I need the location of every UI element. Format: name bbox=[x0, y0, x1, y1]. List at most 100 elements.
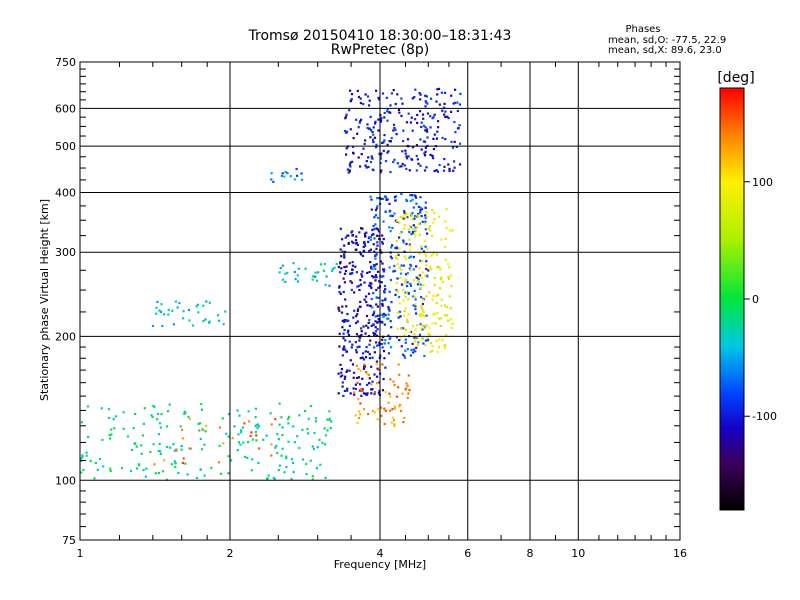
data-point bbox=[356, 309, 359, 313]
data-point bbox=[420, 296, 423, 299]
data-point bbox=[375, 363, 378, 366]
data-point bbox=[344, 375, 347, 378]
data-point bbox=[348, 170, 351, 173]
data-point bbox=[407, 297, 410, 301]
data-point bbox=[396, 327, 399, 330]
data-point bbox=[376, 241, 379, 244]
data-point bbox=[352, 316, 355, 319]
data-point bbox=[346, 234, 349, 237]
data-point bbox=[450, 140, 453, 143]
data-point bbox=[344, 339, 347, 342]
data-point bbox=[418, 252, 421, 255]
data-point bbox=[449, 307, 452, 310]
data-point bbox=[388, 210, 391, 213]
data-point bbox=[375, 146, 378, 149]
data-point bbox=[383, 342, 386, 345]
data-point bbox=[351, 268, 354, 271]
data-point bbox=[133, 442, 136, 445]
data-point bbox=[414, 298, 417, 301]
data-point bbox=[373, 391, 377, 394]
data-point bbox=[428, 333, 431, 336]
data-point bbox=[362, 250, 365, 253]
data-point bbox=[405, 167, 408, 170]
data-point bbox=[443, 91, 447, 94]
data-point bbox=[138, 464, 141, 467]
data-point bbox=[361, 275, 364, 278]
data-point bbox=[390, 257, 393, 260]
data-point bbox=[402, 140, 405, 143]
data-point bbox=[338, 286, 341, 289]
data-point bbox=[348, 163, 351, 166]
data-point bbox=[395, 133, 398, 136]
data-point bbox=[407, 392, 410, 395]
data-point bbox=[357, 308, 360, 311]
data-point bbox=[265, 434, 268, 437]
data-point bbox=[447, 262, 450, 266]
data-point bbox=[422, 250, 425, 253]
data-point bbox=[438, 287, 442, 290]
data-point bbox=[453, 140, 456, 143]
data-point bbox=[199, 437, 202, 440]
data-point bbox=[338, 345, 341, 348]
data-point bbox=[416, 158, 419, 161]
data-point bbox=[182, 310, 185, 313]
data-point bbox=[431, 349, 434, 352]
data-point bbox=[395, 288, 398, 292]
data-point bbox=[367, 104, 371, 107]
data-point bbox=[421, 328, 424, 331]
data-point bbox=[406, 321, 409, 324]
data-point bbox=[459, 92, 462, 95]
data-point bbox=[335, 262, 338, 265]
data-point bbox=[389, 320, 392, 323]
data-point bbox=[393, 423, 396, 426]
data-point bbox=[401, 102, 404, 105]
data-point bbox=[406, 318, 409, 321]
data-point bbox=[196, 303, 200, 306]
data-point bbox=[217, 461, 220, 464]
data-point bbox=[284, 272, 287, 275]
data-point bbox=[250, 431, 253, 434]
data-point bbox=[424, 150, 427, 153]
data-point bbox=[393, 158, 396, 161]
data-point bbox=[404, 282, 407, 285]
data-point bbox=[363, 142, 366, 145]
data-point bbox=[376, 344, 379, 347]
data-point bbox=[319, 463, 322, 466]
data-point bbox=[384, 298, 387, 301]
data-point bbox=[444, 110, 447, 113]
data-point bbox=[351, 234, 354, 237]
data-point bbox=[345, 265, 348, 268]
data-point bbox=[362, 358, 366, 361]
data-point bbox=[376, 205, 379, 208]
data-point bbox=[416, 324, 419, 327]
data-point bbox=[365, 166, 368, 169]
data-point bbox=[383, 422, 386, 426]
data-point bbox=[415, 202, 418, 205]
data-point bbox=[339, 363, 342, 366]
data-point bbox=[169, 446, 172, 449]
data-point bbox=[430, 254, 433, 257]
data-point bbox=[419, 283, 422, 286]
data-point bbox=[355, 376, 359, 380]
data-point bbox=[426, 215, 429, 218]
data-point bbox=[408, 330, 412, 333]
data-point bbox=[344, 348, 347, 351]
data-point bbox=[418, 267, 421, 270]
data-point bbox=[373, 411, 377, 414]
data-point bbox=[446, 319, 450, 322]
data-point bbox=[155, 306, 158, 309]
data-point bbox=[337, 307, 340, 310]
data-point bbox=[366, 126, 369, 130]
data-point bbox=[397, 316, 400, 319]
data-point bbox=[413, 333, 416, 336]
data-point bbox=[411, 295, 414, 298]
data-point bbox=[374, 267, 377, 270]
data-point bbox=[412, 348, 416, 351]
data-point bbox=[356, 346, 359, 349]
data-point bbox=[242, 441, 245, 444]
data-point bbox=[432, 294, 435, 297]
data-point bbox=[340, 311, 344, 314]
y-tick-label: 500 bbox=[55, 140, 76, 153]
data-point bbox=[432, 251, 435, 255]
data-point bbox=[452, 169, 455, 172]
